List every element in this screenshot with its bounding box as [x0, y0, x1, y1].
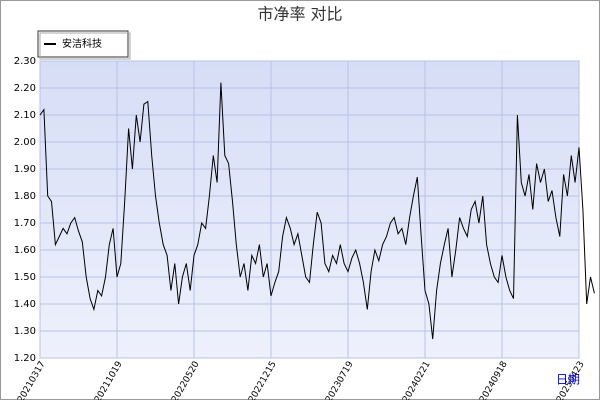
y-tick-label: 2.10 [14, 110, 36, 121]
y-tick-label: 1.40 [14, 299, 36, 310]
chart-title: 市净率 对比 [257, 5, 342, 24]
y-tick-label: 1.20 [14, 353, 36, 364]
y-tick-label: 1.90 [14, 164, 36, 175]
y-tick-label: 1.50 [14, 272, 36, 283]
y-tick-label: 2.00 [14, 137, 36, 148]
legend-label: 安洁科技 [62, 37, 102, 50]
y-tick-label: 1.60 [14, 245, 36, 256]
y-tick-label: 2.20 [14, 83, 36, 94]
y-tick-label: 1.80 [14, 191, 36, 202]
legend-shadow [39, 32, 131, 60]
y-tick-label: 1.30 [14, 326, 36, 337]
series-line [39, 82, 595, 340]
plot-area [39, 60, 580, 359]
y-tick-label: 1.70 [14, 218, 36, 229]
y-tick-label: 2.30 [14, 56, 36, 67]
x-axis-label: 日期 [556, 373, 580, 387]
